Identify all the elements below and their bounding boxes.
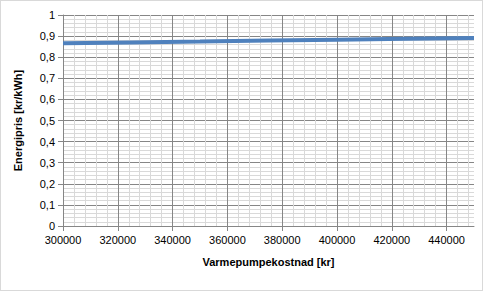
svg-text:0,1: 0,1 — [40, 199, 55, 211]
svg-text:0,6: 0,6 — [40, 93, 55, 105]
svg-text:340000: 340000 — [154, 234, 191, 246]
svg-text:300000: 300000 — [45, 234, 82, 246]
svg-text:0,4: 0,4 — [40, 136, 55, 148]
svg-text:0,5: 0,5 — [40, 115, 55, 127]
svg-text:380000: 380000 — [264, 234, 301, 246]
svg-text:0,8: 0,8 — [40, 51, 55, 63]
svg-text:Varmepumpekostnad [kr]: Varmepumpekostnad [kr] — [202, 256, 334, 268]
svg-text:400000: 400000 — [319, 234, 356, 246]
svg-text:420000: 420000 — [373, 234, 410, 246]
svg-text:440000: 440000 — [428, 234, 465, 246]
svg-text:320000: 320000 — [99, 234, 136, 246]
svg-text:0,2: 0,2 — [40, 178, 55, 190]
svg-text:0,7: 0,7 — [40, 72, 55, 84]
svg-text:0,3: 0,3 — [40, 157, 55, 169]
svg-text:360000: 360000 — [209, 234, 246, 246]
svg-text:0,9: 0,9 — [40, 30, 55, 42]
svg-text:1: 1 — [49, 9, 55, 21]
svg-text:Energipris [kr/kWh]: Energipris [kr/kWh] — [12, 69, 24, 171]
svg-text:0: 0 — [49, 220, 55, 232]
